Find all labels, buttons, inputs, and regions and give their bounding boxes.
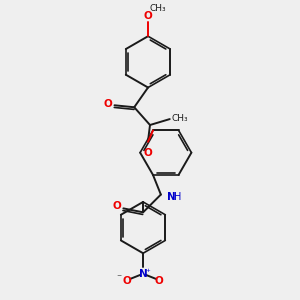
Text: O: O [103,99,112,109]
Text: O: O [123,276,132,286]
Text: N: N [139,269,148,279]
Text: O: O [112,201,121,212]
Text: N: N [167,191,176,202]
Text: H: H [174,191,181,202]
Text: O: O [144,11,152,21]
Text: CH₃: CH₃ [172,114,188,123]
Text: ⁺: ⁺ [146,268,150,277]
Text: O: O [154,276,163,286]
Text: CH₃: CH₃ [150,4,166,13]
Text: ⁻: ⁻ [116,273,121,283]
Text: O: O [144,148,152,158]
